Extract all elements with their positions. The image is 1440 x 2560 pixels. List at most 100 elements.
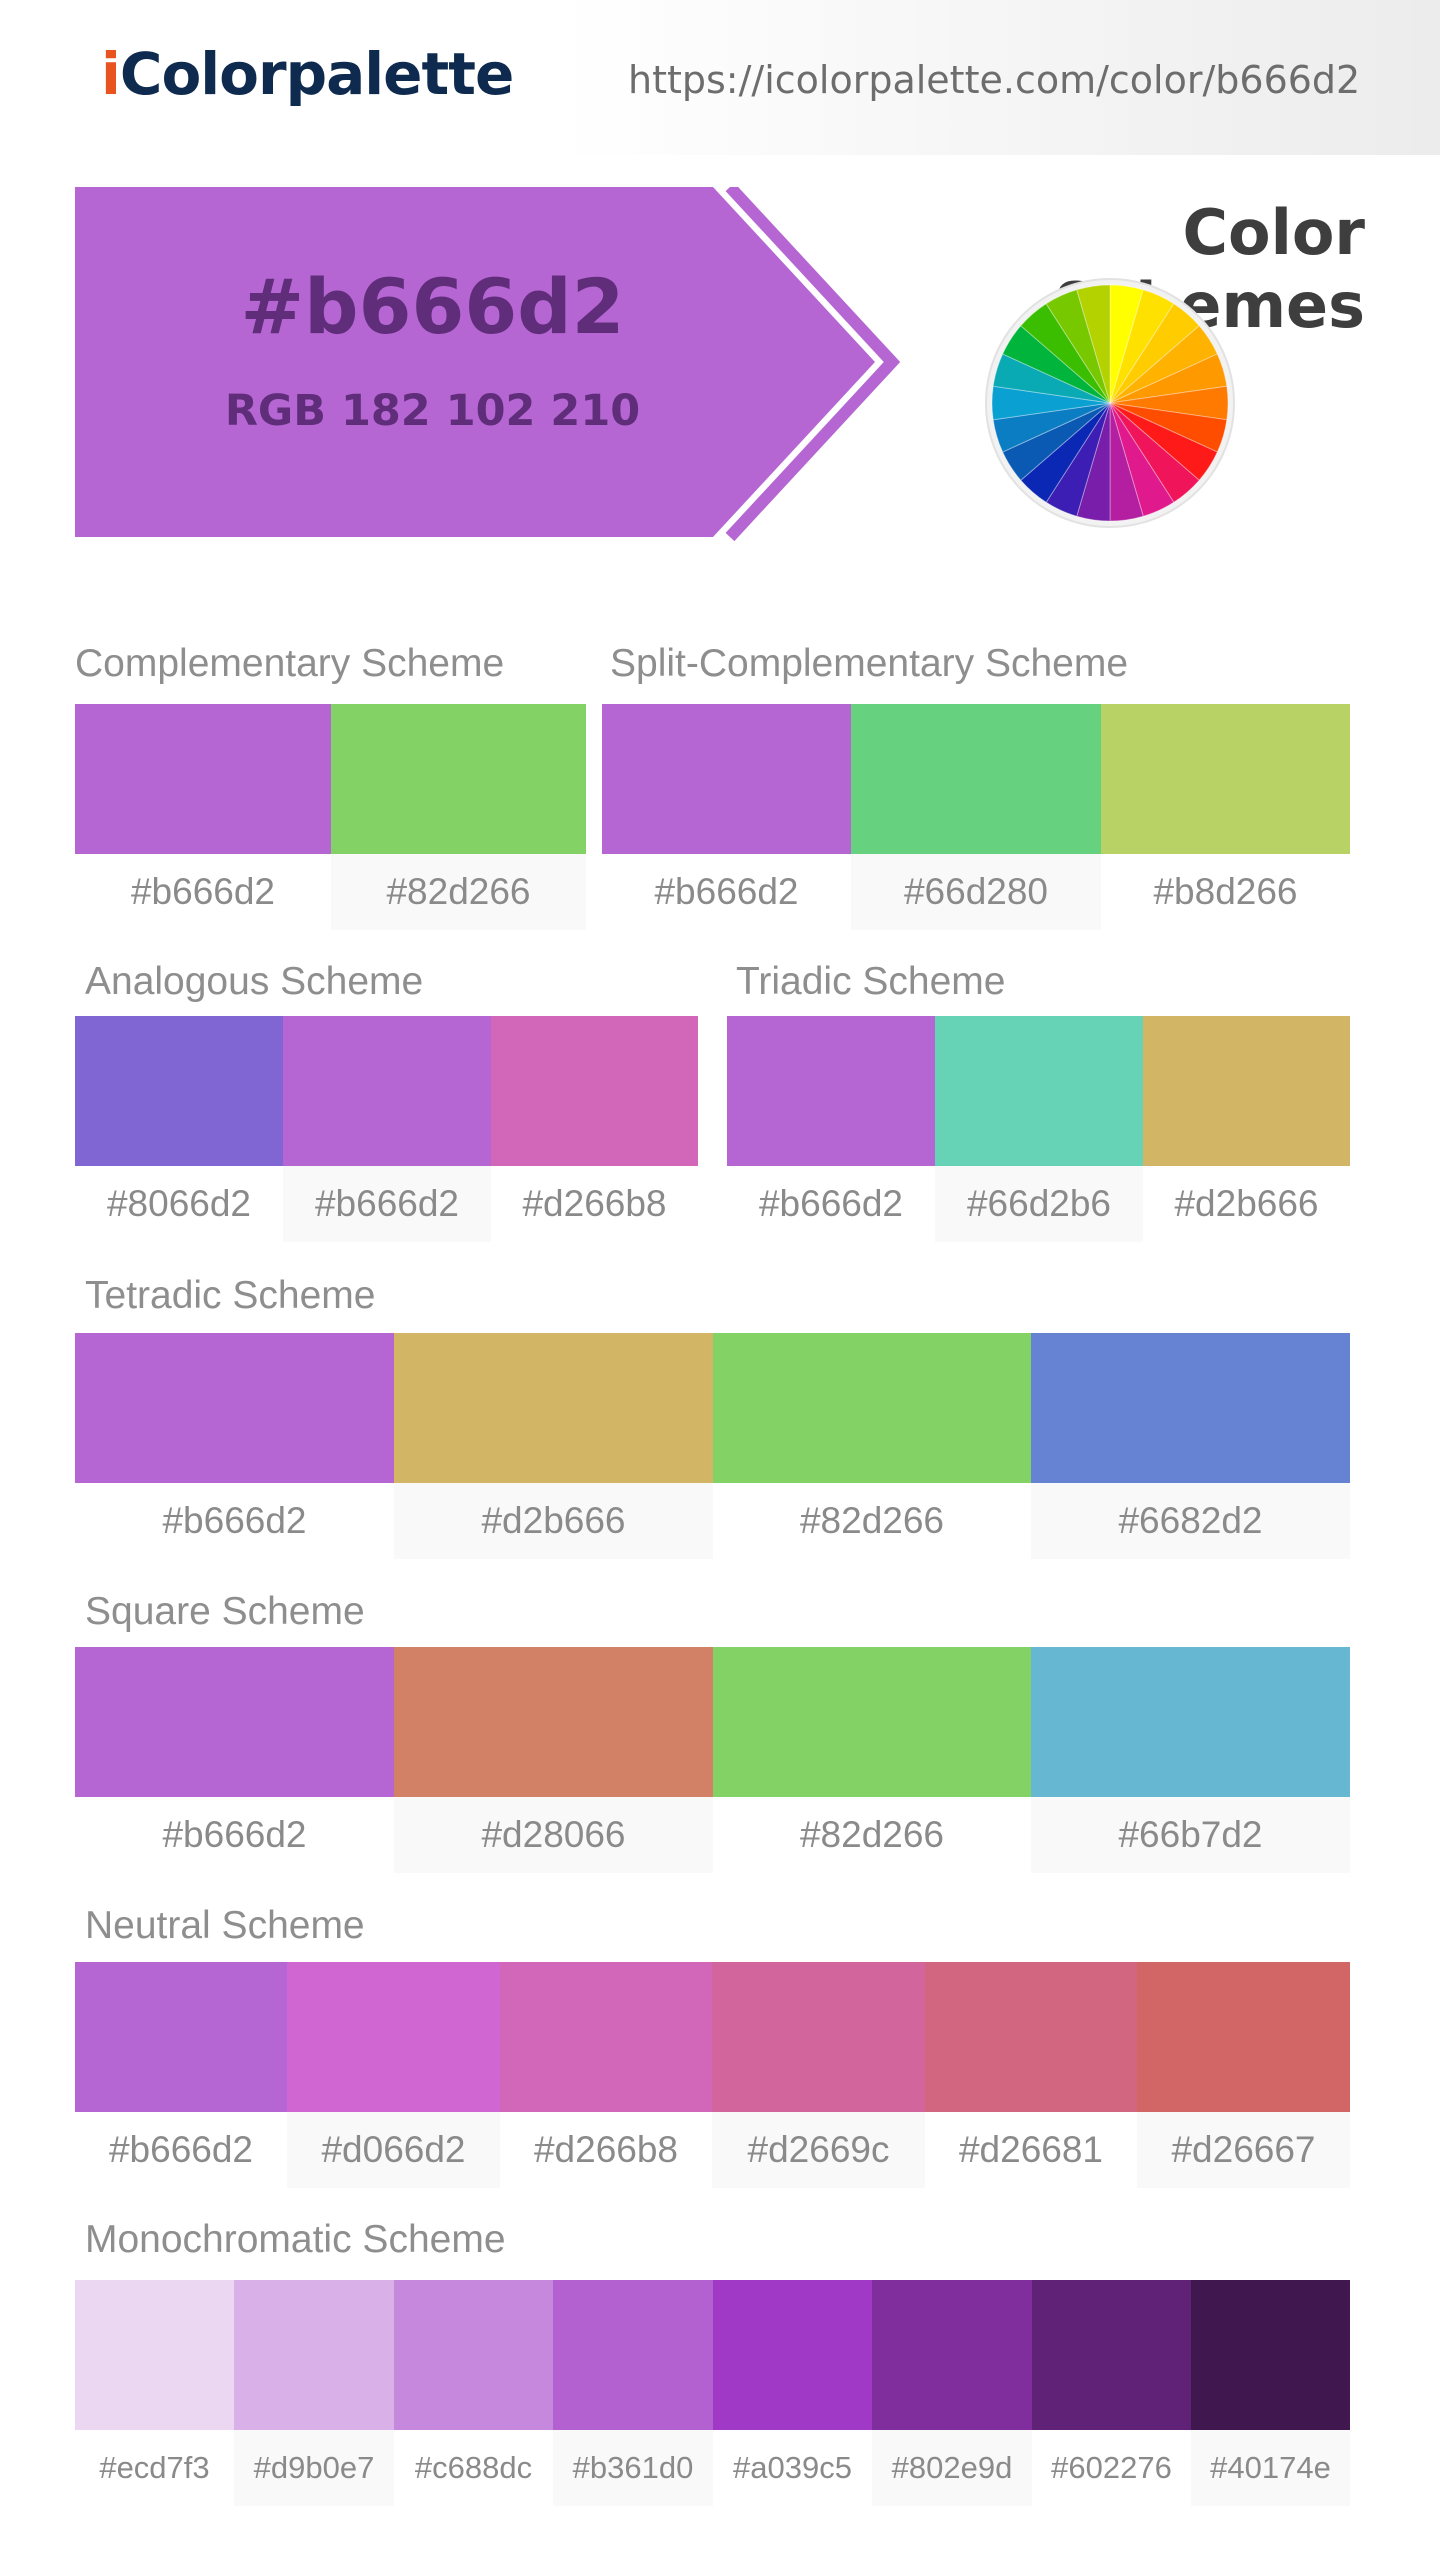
color-code[interactable]: #b666d2 bbox=[130, 871, 276, 912]
color-code[interactable]: #a039c5 bbox=[733, 2450, 852, 2485]
swatch-cell[interactable]: #a039c5 bbox=[713, 2280, 872, 2506]
color-code[interactable]: #6682d2 bbox=[1031, 1483, 1350, 1559]
swatch-cell[interactable]: #d26681 bbox=[925, 1962, 1137, 2188]
color-swatch[interactable] bbox=[287, 1962, 500, 2112]
color-swatch[interactable] bbox=[75, 1333, 394, 1483]
color-swatch[interactable] bbox=[713, 1333, 1031, 1483]
color-swatch[interactable] bbox=[851, 704, 1101, 854]
color-code[interactable]: #d9b0e7 bbox=[234, 2430, 394, 2506]
swatch-cell[interactable]: #d26667 bbox=[1137, 1962, 1350, 2188]
swatch-cell[interactable]: #b666d2 bbox=[75, 1333, 394, 1559]
color-swatch[interactable] bbox=[75, 1647, 394, 1797]
color-code[interactable]: #82d266 bbox=[799, 1814, 945, 1855]
color-code[interactable]: #8066d2 bbox=[106, 1183, 252, 1224]
swatch-cell[interactable]: #8066d2 bbox=[75, 1016, 283, 1242]
color-code[interactable]: #b666d2 bbox=[283, 1166, 491, 1242]
color-code[interactable]: #b666d2 bbox=[162, 1500, 307, 1541]
color-swatch[interactable] bbox=[1032, 2280, 1191, 2430]
color-swatch[interactable] bbox=[75, 2280, 234, 2430]
color-swatch[interactable] bbox=[713, 2280, 872, 2430]
color-code[interactable]: #66b7d2 bbox=[1031, 1797, 1350, 1873]
swatch-cell[interactable]: #d266b8 bbox=[500, 1962, 712, 2188]
swatch-cell[interactable]: #b666d2 bbox=[75, 1962, 287, 2188]
swatch-cell[interactable]: #40174e bbox=[1191, 2280, 1350, 2506]
swatch-cell[interactable]: #b666d2 bbox=[75, 1647, 394, 1873]
swatch-cell[interactable]: #d2b666 bbox=[1143, 1016, 1350, 1242]
color-code[interactable]: #66d280 bbox=[851, 854, 1101, 930]
color-swatch[interactable] bbox=[925, 1962, 1137, 2112]
swatch-cell[interactable]: #82d266 bbox=[713, 1647, 1031, 1873]
color-code[interactable]: #b666d2 bbox=[108, 2129, 254, 2170]
swatch-cell[interactable]: #d28066 bbox=[394, 1647, 713, 1873]
color-code[interactable]: #d266b8 bbox=[533, 2129, 679, 2170]
swatch-cell[interactable]: #b666d2 bbox=[283, 1016, 491, 1242]
color-swatch[interactable] bbox=[727, 1016, 935, 1166]
swatch-cell[interactable]: #d266b8 bbox=[491, 1016, 698, 1242]
color-code[interactable]: #d2669c bbox=[712, 2112, 925, 2188]
color-code[interactable]: #b666d2 bbox=[758, 1183, 904, 1224]
color-code[interactable]: #82d266 bbox=[331, 854, 586, 930]
swatch-cell[interactable]: #b666d2 bbox=[602, 704, 851, 930]
color-swatch[interactable] bbox=[872, 2280, 1032, 2430]
color-swatch[interactable] bbox=[1137, 1962, 1350, 2112]
color-code[interactable]: #d26667 bbox=[1137, 2112, 1350, 2188]
color-code[interactable]: #d2b666 bbox=[1174, 1183, 1319, 1224]
swatch-cell[interactable]: #b666d2 bbox=[75, 704, 331, 930]
color-code[interactable]: #d266b8 bbox=[522, 1183, 667, 1224]
color-code[interactable]: #d26681 bbox=[958, 2129, 1104, 2170]
swatch-cell[interactable]: #b666d2 bbox=[727, 1016, 935, 1242]
swatch-cell[interactable]: #d2669c bbox=[712, 1962, 925, 2188]
color-swatch[interactable] bbox=[394, 1647, 713, 1797]
color-code[interactable]: #d066d2 bbox=[287, 2112, 500, 2188]
color-swatch[interactable] bbox=[500, 1962, 712, 2112]
color-swatch[interactable] bbox=[1031, 1333, 1350, 1483]
color-code[interactable]: #82d266 bbox=[799, 1500, 945, 1541]
color-swatch[interactable] bbox=[491, 1016, 698, 1166]
swatch-cell[interactable]: #b8d266 bbox=[1101, 704, 1350, 930]
swatch-cell[interactable]: #ecd7f3 bbox=[75, 2280, 234, 2506]
swatch-cell[interactable]: #c688dc bbox=[394, 2280, 553, 2506]
swatch-cell[interactable]: #d2b666 bbox=[394, 1333, 713, 1559]
swatch-cell[interactable]: #6682d2 bbox=[1031, 1333, 1350, 1559]
swatch-cell[interactable]: #d066d2 bbox=[287, 1962, 500, 2188]
color-code[interactable]: #c688dc bbox=[414, 2450, 533, 2485]
color-code[interactable]: #d2b666 bbox=[394, 1483, 713, 1559]
swatch-cell[interactable]: #b361d0 bbox=[553, 2280, 713, 2506]
color-code[interactable]: #b666d2 bbox=[654, 871, 799, 912]
color-code[interactable]: #ecd7f3 bbox=[99, 2450, 210, 2485]
swatch-cell[interactable]: #66d2b6 bbox=[935, 1016, 1143, 1242]
swatch-cell[interactable]: #66b7d2 bbox=[1031, 1647, 1350, 1873]
color-swatch[interactable] bbox=[75, 704, 331, 854]
swatch-cell[interactable]: #82d266 bbox=[331, 704, 586, 930]
swatch-cell[interactable]: #602276 bbox=[1032, 2280, 1191, 2506]
color-swatch[interactable] bbox=[602, 704, 851, 854]
color-swatch[interactable] bbox=[283, 1016, 491, 1166]
color-swatch[interactable] bbox=[75, 1962, 287, 2112]
color-code[interactable]: #602276 bbox=[1051, 2450, 1172, 2485]
color-code[interactable]: #40174e bbox=[1191, 2430, 1350, 2506]
color-code[interactable]: #66d2b6 bbox=[935, 1166, 1143, 1242]
color-swatch[interactable] bbox=[712, 1962, 925, 2112]
color-swatch[interactable] bbox=[331, 704, 586, 854]
color-code[interactable]: #b361d0 bbox=[553, 2430, 713, 2506]
color-code[interactable]: #b666d2 bbox=[162, 1814, 307, 1855]
color-swatch[interactable] bbox=[713, 1647, 1031, 1797]
color-code[interactable]: #b8d266 bbox=[1153, 871, 1298, 912]
swatch-cell[interactable]: #82d266 bbox=[713, 1333, 1031, 1559]
color-swatch[interactable] bbox=[553, 2280, 713, 2430]
color-swatch[interactable] bbox=[935, 1016, 1143, 1166]
color-swatch[interactable] bbox=[394, 2280, 553, 2430]
color-swatch[interactable] bbox=[234, 2280, 394, 2430]
site-logo[interactable]: iColorpalette bbox=[101, 40, 514, 108]
color-swatch[interactable] bbox=[1191, 2280, 1350, 2430]
color-swatch[interactable] bbox=[1143, 1016, 1350, 1166]
swatch-cell[interactable]: #66d280 bbox=[851, 704, 1101, 930]
swatch-cell[interactable]: #d9b0e7 bbox=[234, 2280, 394, 2506]
color-code[interactable]: #d28066 bbox=[394, 1797, 713, 1873]
color-code[interactable]: #802e9d bbox=[872, 2430, 1032, 2506]
color-swatch[interactable] bbox=[1031, 1647, 1350, 1797]
swatch-cell[interactable]: #802e9d bbox=[872, 2280, 1032, 2506]
color-swatch[interactable] bbox=[75, 1016, 283, 1166]
color-swatch[interactable] bbox=[394, 1333, 713, 1483]
color-swatch[interactable] bbox=[1101, 704, 1350, 854]
